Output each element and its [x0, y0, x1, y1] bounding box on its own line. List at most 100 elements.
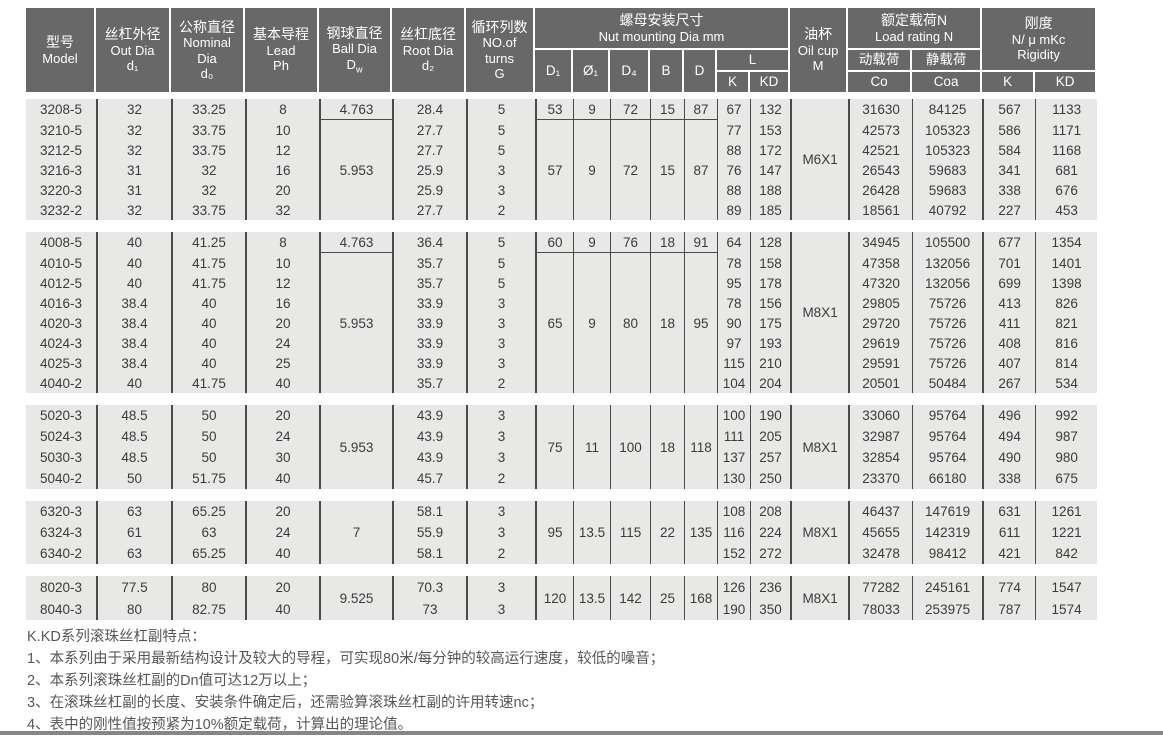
cell-out-dia: 77.5 — [96, 576, 171, 598]
header-nut-mounting: 螺母安装尺寸 Nut mounting Dia mm — [535, 8, 791, 50]
header-lead: 基本导程 Lead Ph — [245, 8, 319, 94]
cell-ball-dia: 5.953 — [319, 405, 392, 489]
cell-d4: 142 — [610, 576, 650, 620]
cell-lead: 40 — [245, 543, 319, 564]
cell-rigidity-k: 584 — [982, 140, 1036, 160]
cell-out-dia: 38.4 — [96, 293, 171, 313]
cell-b: 18 — [650, 405, 684, 489]
cell-co: 31630 — [848, 99, 913, 120]
cell-d4: 72 — [610, 120, 650, 220]
notes: K.KD系列滚珠丝杠副特点： 1、本系列由于采用最新结构设计及较大的导程，可实现… — [27, 626, 1153, 736]
cell-rigidity-k: 341 — [982, 160, 1036, 180]
header-row-groups: 型号 Model 丝杠外径 Out Dia d₁ 公称直径 Nominal Di… — [26, 8, 1098, 94]
cell-root-dia: 36.4 — [392, 232, 466, 253]
cell-turns: 5 — [466, 140, 535, 160]
cell-l-k: 90 — [717, 313, 750, 333]
cell-l-kd: 153 — [750, 120, 791, 140]
model-group-1: 3208-5 32 33.25 8 4.763 28.4 5 53 9 72 15 87 67 132 M6… — [26, 99, 1098, 220]
cell-rigidity-k: 631 — [982, 501, 1036, 522]
cell-co: 20501 — [848, 373, 913, 393]
cell-l-kd: 204 — [750, 373, 791, 393]
cell-lead: 20 — [245, 180, 319, 200]
cell-l-kd: 188 — [750, 180, 791, 200]
header-ball-dia: 钢球直径 Ball Dia Dw — [319, 8, 392, 94]
cell-root-dia: 58.1 — [392, 543, 466, 564]
cell-rigidity-k: 490 — [982, 447, 1036, 468]
cell-ball-dia: 5.953 — [319, 253, 392, 393]
header-d1: D₁ — [535, 50, 573, 94]
cell-d: 87 — [684, 99, 717, 120]
cell-out-dia: 38.4 — [96, 353, 171, 373]
cell-turns: 3 — [466, 293, 535, 313]
cell-l-k: 100 — [717, 405, 750, 426]
table-row: 5024-3 48.5 50 24 43.9 3 111 205 32987 95764 494 98… — [26, 426, 1098, 447]
table-row: 3210-5 32 33.75 10 5.953 27.7 5 57 9 72 15 87 77 153 4… — [26, 120, 1098, 220]
cell-model: 5040-2 — [26, 468, 96, 489]
cell-root-dia: 73 — [392, 598, 466, 620]
cell-co: 26428 — [848, 180, 913, 200]
header-d: D — [684, 50, 717, 94]
cell-l-kd: 132 — [750, 99, 791, 120]
cell-d4: 80 — [610, 253, 650, 393]
header-co: Co — [848, 72, 913, 94]
cell-coa: 245161 — [912, 576, 983, 598]
note-line-2: 2、本系列滚珠丝杠副的Dn值可达12万以上； — [27, 673, 317, 689]
cell-coa: 40792 — [912, 200, 983, 220]
cell-l-kd: 236 — [750, 576, 791, 598]
cell-d: 135 — [684, 501, 717, 564]
cell-nominal-dia: 41.75 — [171, 373, 245, 393]
group-gap — [26, 220, 1097, 232]
cell-d4: 76 — [610, 232, 650, 253]
cell-model: 4012-5 — [26, 273, 96, 293]
cell-ball-dia: 4.763 — [319, 99, 392, 120]
cell-turns: 3 — [466, 160, 535, 180]
cell-turns: 5 — [466, 232, 535, 253]
cell-co: 78033 — [848, 598, 913, 620]
cell-l-kd: 210 — [750, 353, 791, 373]
cell-d4: 72 — [610, 99, 650, 120]
cell-rigidity-k: 494 — [982, 426, 1036, 447]
cell-co: 32854 — [848, 447, 913, 468]
table-row: 4016-3 38.4 40 16 33.9 3 78 156 29805 75726 413 826 — [26, 293, 1098, 313]
cell-coa: 59683 — [912, 180, 983, 200]
cell-root-dia: 28.4 — [392, 99, 466, 120]
cell-root-dia: 45.7 — [392, 468, 466, 489]
cell-lead: 20 — [245, 313, 319, 333]
cell-d1: 60 — [535, 232, 573, 253]
cell-turns: 3 — [466, 405, 535, 426]
cell-rigidity-k: 701 — [982, 253, 1036, 273]
cell-coa: 105323 — [912, 120, 983, 140]
cell-rigidity-k: 421 — [982, 543, 1036, 564]
cell-coa: 95764 — [912, 447, 983, 468]
cell-model: 3216-3 — [26, 160, 96, 180]
cell-lead: 30 — [245, 447, 319, 468]
cell-out-dia: 32 — [96, 140, 171, 160]
cell-nominal-dia: 40 — [171, 293, 245, 313]
cell-rigidity-k: 677 — [982, 232, 1036, 253]
cell-lead: 12 — [245, 140, 319, 160]
cell-nominal-dia: 40 — [171, 353, 245, 373]
cell-model: 5024-3 — [26, 426, 96, 447]
cell-lead: 12 — [245, 273, 319, 293]
cell-l-k: 152 — [717, 543, 750, 564]
cell-model: 3220-3 — [26, 180, 96, 200]
cell-rigidity-kd: 1171 — [1035, 120, 1098, 140]
cell-l-k: 111 — [717, 426, 750, 447]
table-row: 4008-5 40 41.25 8 4.763 36.4 5 60 9 76 18 91 64 128 M8… — [26, 232, 1098, 393]
cell-rigidity-kd: 675 — [1035, 468, 1098, 489]
page-footer-bar — [0, 731, 1163, 735]
cell-lead: 8 — [245, 99, 319, 120]
cell-rigidity-k: 413 — [982, 293, 1036, 313]
cell-rigidity-kd: 1133 — [1035, 99, 1098, 120]
cell-root-dia: 33.9 — [392, 353, 466, 373]
cell-nominal-dia: 51.75 — [171, 468, 245, 489]
cell-l-k: 115 — [717, 353, 750, 373]
cell-rigidity-k: 338 — [982, 180, 1036, 200]
cell-model: 5030-3 — [26, 447, 96, 468]
table-row: 3212-5 32 33.75 12 27.7 5 88 172 42521 105323 584 1… — [26, 140, 1098, 160]
cell-d1: 75 — [535, 405, 573, 489]
table-row: 8020-3 77.5 80 20 9.525 70.3 3 120 13.5 142 25 168 1… — [26, 576, 1098, 620]
table-header: 型号 Model 丝杠外径 Out Dia d₁ 公称直径 Nominal Di… — [26, 8, 1098, 94]
cell-lead: 20 — [245, 405, 319, 426]
cell-rigidity-kd: 992 — [1035, 405, 1098, 426]
